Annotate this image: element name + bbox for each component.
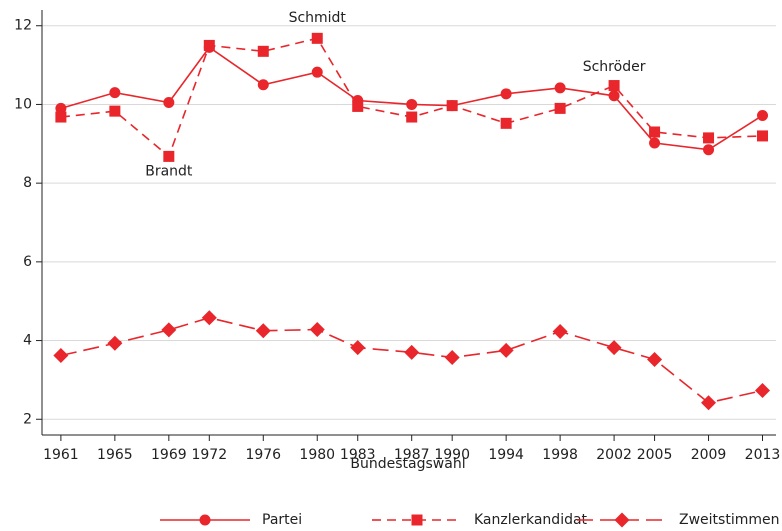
legend-label: Zweitstimmen [679, 512, 779, 528]
marker [757, 109, 769, 121]
y-tick-label: 6 [23, 254, 32, 270]
x-tick-label: 1969 [151, 447, 187, 463]
legend-marker [614, 512, 630, 528]
legend-label: Kanzlerkandidat [474, 512, 588, 528]
marker [554, 102, 566, 114]
x-tick-label: 2013 [745, 447, 781, 463]
marker [311, 32, 323, 44]
marker [203, 39, 215, 51]
marker [444, 349, 460, 365]
x-tick-label: 1998 [542, 447, 578, 463]
x-tick-label: 1980 [299, 447, 335, 463]
marker [406, 111, 418, 123]
series-line [60, 316, 763, 404]
marker [649, 126, 661, 138]
marker [309, 322, 325, 338]
x-tick-label: 1994 [488, 447, 524, 463]
marker [498, 342, 514, 358]
marker [649, 137, 661, 149]
marker [55, 102, 67, 114]
marker [703, 132, 715, 144]
marker [107, 335, 123, 351]
marker [446, 100, 458, 112]
x-tick-label: 1990 [434, 447, 470, 463]
y-tick-label: 12 [14, 18, 32, 34]
marker [701, 395, 717, 411]
x-tick-label: 2002 [596, 447, 632, 463]
annotation: Brandt [145, 163, 193, 179]
marker [703, 144, 715, 156]
marker [311, 66, 323, 78]
x-tick-label: 1965 [97, 447, 133, 463]
marker [55, 111, 67, 123]
y-tick-label: 2 [23, 411, 32, 427]
y-tick-label: 10 [14, 96, 32, 112]
marker [350, 340, 366, 356]
x-tick-label: 1961 [43, 447, 79, 463]
marker [352, 100, 364, 112]
legend-label: Partei [262, 512, 302, 528]
legend-marker [199, 514, 211, 526]
marker [201, 310, 217, 326]
x-tick-label: 1987 [394, 447, 430, 463]
marker [608, 90, 620, 102]
x-tick-label: 2009 [691, 447, 727, 463]
marker [163, 96, 175, 108]
x-tick-label: 1972 [191, 447, 227, 463]
marker [109, 87, 121, 99]
marker [406, 98, 418, 110]
marker [53, 348, 69, 364]
marker [404, 344, 420, 360]
marker [257, 45, 269, 57]
marker [163, 150, 175, 162]
marker [554, 82, 566, 94]
marker [757, 130, 769, 142]
marker [608, 80, 620, 92]
x-tick-label: 1983 [340, 447, 376, 463]
marker [257, 79, 269, 91]
legend-marker [411, 514, 423, 526]
x-tick-label: 1976 [245, 447, 281, 463]
marker [647, 351, 663, 367]
marker [755, 383, 771, 399]
marker [552, 324, 568, 340]
marker [500, 88, 512, 100]
marker [109, 105, 121, 117]
annotation: Schmidt [289, 10, 347, 26]
marker [255, 323, 271, 339]
y-tick-label: 4 [23, 333, 32, 349]
marker [606, 340, 622, 356]
marker [161, 322, 177, 338]
annotation: Schröder [583, 59, 646, 75]
marker [500, 117, 512, 129]
x-tick-label: 2005 [637, 447, 673, 463]
x-axis-label: Bundestagswahl [350, 456, 465, 472]
y-tick-label: 8 [23, 175, 32, 191]
